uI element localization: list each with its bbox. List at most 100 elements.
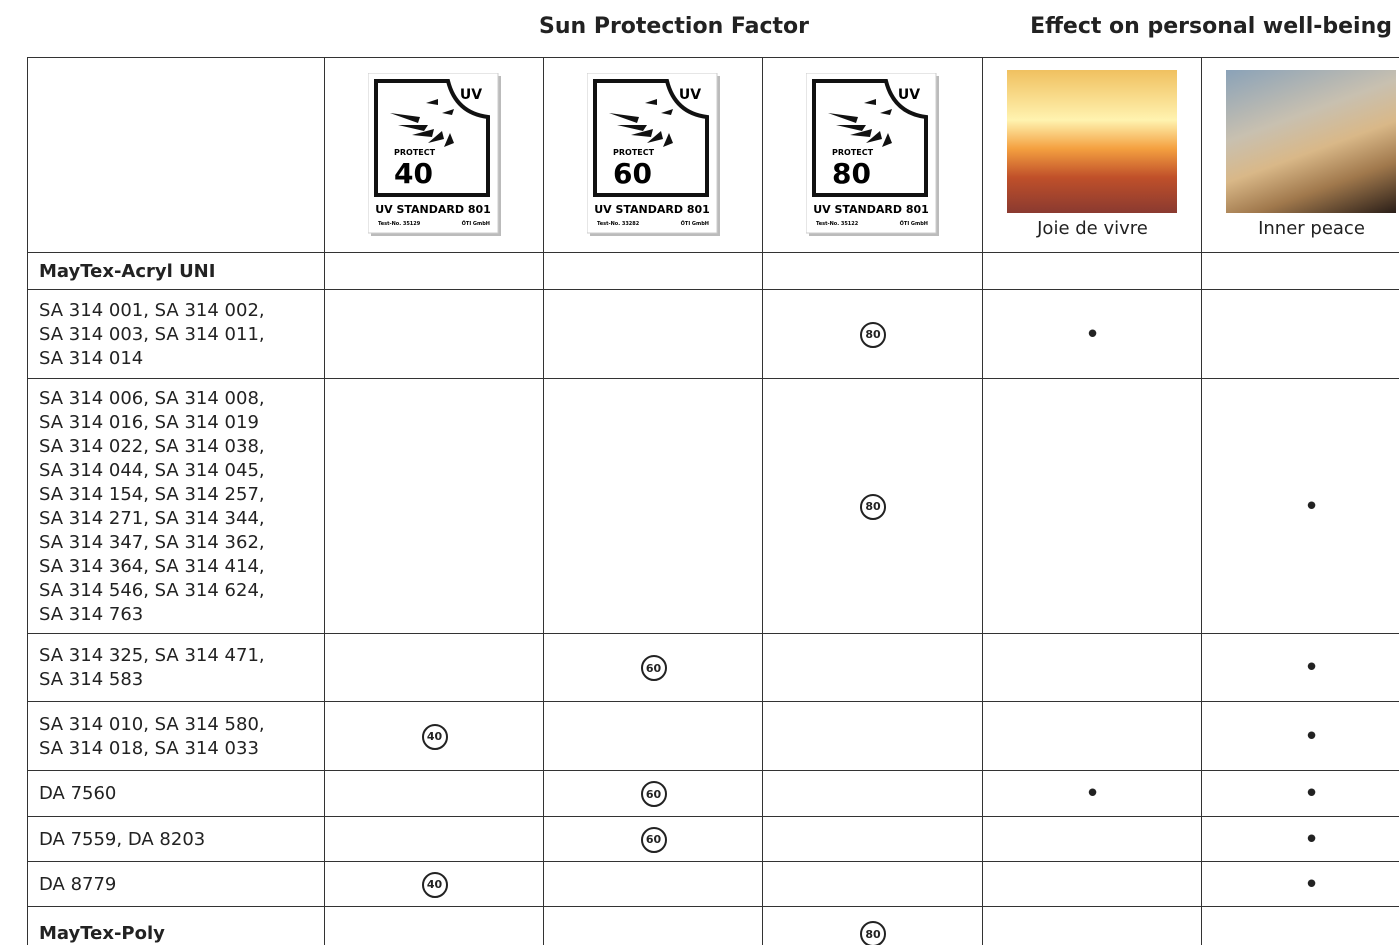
table-cell	[762, 633, 983, 702]
table-cell	[982, 906, 1202, 945]
table-cell	[543, 906, 763, 945]
group-heading: Sun Protection Factor	[539, 14, 809, 39]
table-cell: SA 314 325, SA 314 471, SA 314 583	[27, 633, 325, 702]
article-numbers: SA 314 546, SA 314 624,	[39, 579, 265, 601]
table-cell: 80	[762, 289, 983, 379]
table-cell: SA 314 010, SA 314 580, SA 314 018, SA 31…	[27, 701, 325, 771]
table-cell: •	[1201, 816, 1399, 862]
protection-badge: 40	[421, 871, 448, 898]
table-cell: MayTex-Acryl UNI	[27, 252, 325, 290]
table-cell: •	[1201, 378, 1399, 634]
table-cell: DA 8779	[27, 861, 325, 907]
protection-badge: 40	[421, 723, 448, 750]
article-numbers: SA 314 583	[39, 669, 144, 690]
table-cell	[982, 633, 1202, 702]
table-cell	[324, 770, 544, 817]
bullet: •	[1303, 779, 1320, 809]
photo-caption: Joie de vivre	[1037, 218, 1148, 239]
table-cell	[543, 861, 763, 907]
photo-caption: Inner peace	[1258, 218, 1365, 239]
group-heading: Effect on personal well-being	[1030, 14, 1392, 39]
table-cell	[324, 906, 544, 945]
table-cell: •	[982, 770, 1202, 817]
table-cell	[324, 816, 544, 862]
photo	[1007, 70, 1177, 213]
table-cell: DA 7559, DA 8203	[27, 816, 325, 862]
sun-rays	[828, 98, 892, 147]
standard: UV STANDARD 801	[594, 203, 710, 216]
article-numbers: SA 314 044, SA 314 045,	[39, 459, 265, 481]
protection-badge: 60	[640, 655, 667, 681]
article-numbers: SA 314 016, SA 314 019	[39, 411, 259, 433]
table-cell	[982, 816, 1202, 862]
table-cell	[543, 378, 763, 634]
article-numbers: SA 314 006, SA 314 008,	[39, 387, 265, 409]
table-cell: •	[1201, 701, 1399, 771]
bullet: •	[1303, 824, 1320, 855]
table-cell: 80	[762, 906, 983, 945]
table-cell: •	[982, 289, 1202, 379]
label-frame	[812, 78, 928, 197]
protect: PROTECT	[613, 148, 655, 157]
article-numbers: DA 7560	[39, 783, 117, 804]
bullet: •	[1084, 319, 1101, 350]
table-cell: 40	[324, 861, 544, 907]
protection-badge: 60	[640, 781, 667, 807]
table-cell: 40	[324, 701, 544, 771]
table-cell	[762, 701, 983, 771]
table-cell: Inner peace	[1201, 57, 1399, 253]
bullet: •	[1084, 779, 1101, 809]
lab-name: ÖTI GmbH	[900, 220, 928, 227]
table-cell	[982, 378, 1202, 634]
table-cell: 60	[543, 633, 763, 702]
article-numbers: SA 314 022, SA 314 038,	[39, 435, 265, 457]
table-cell: •	[1201, 861, 1399, 907]
table-cell: 80	[762, 378, 983, 634]
label-card	[586, 72, 717, 233]
test-number: Test-No. 35129	[378, 221, 421, 227]
factor: 80	[832, 157, 871, 190]
table-cell: Joie de vivre	[982, 57, 1202, 253]
factor: 40	[394, 157, 433, 190]
bullet: •	[1303, 721, 1320, 752]
protection-badge: 80	[860, 493, 886, 520]
table-cell: DA 7560	[27, 770, 325, 817]
protect: PROTECT	[832, 148, 874, 157]
table-cell	[543, 252, 763, 290]
article-numbers: SA 314 763	[39, 603, 144, 625]
table-cell	[762, 770, 983, 817]
protection-badge: 80	[860, 921, 886, 945]
sun-rays	[389, 98, 454, 147]
uv-corner: UV	[459, 87, 481, 103]
article-numbers: SA 314 364, SA 314 414,	[39, 555, 265, 577]
table-cell: SA 314 001, SA 314 002, SA 314 003, SA 31…	[27, 289, 325, 379]
article-numbers: DA 8779	[39, 873, 117, 895]
table-cell	[762, 816, 983, 862]
table-cell	[982, 861, 1202, 907]
table-cell: SA 314 006, SA 314 008, SA 314 016, SA 31…	[27, 378, 325, 634]
table-cell: •	[1201, 633, 1399, 702]
uv-corner: UV	[678, 87, 700, 103]
article-numbers: SA 314 347, SA 314 362,	[39, 531, 265, 553]
table-cell: MayTex-Poly	[27, 906, 325, 945]
article-numbers: SA 314 018, SA 314 033	[39, 737, 259, 759]
label-frame	[592, 78, 709, 197]
label-card	[367, 72, 498, 233]
uv-corner: UV	[898, 87, 920, 103]
article-numbers: SA 314 154, SA 314 257,	[39, 483, 265, 505]
test-number: Test-No. 35122	[816, 221, 859, 227]
table-cell: UV PROTECT 80 UV STANDARD 801 Test-No. 35122…	[762, 57, 983, 253]
table-cell: UV PROTECT 60 UV STANDARD 801 Test-No. 33282…	[543, 57, 763, 253]
bullet: •	[1303, 653, 1320, 683]
label-card	[806, 72, 937, 233]
article-numbers: SA 314 014	[39, 347, 144, 369]
bullet: •	[1303, 491, 1320, 522]
article-numbers: SA 314 001, SA 314 002,	[39, 299, 265, 321]
table-cell	[324, 633, 544, 702]
table-cell	[1201, 289, 1399, 379]
photo	[1226, 70, 1396, 213]
table-cell: •	[1201, 770, 1399, 817]
